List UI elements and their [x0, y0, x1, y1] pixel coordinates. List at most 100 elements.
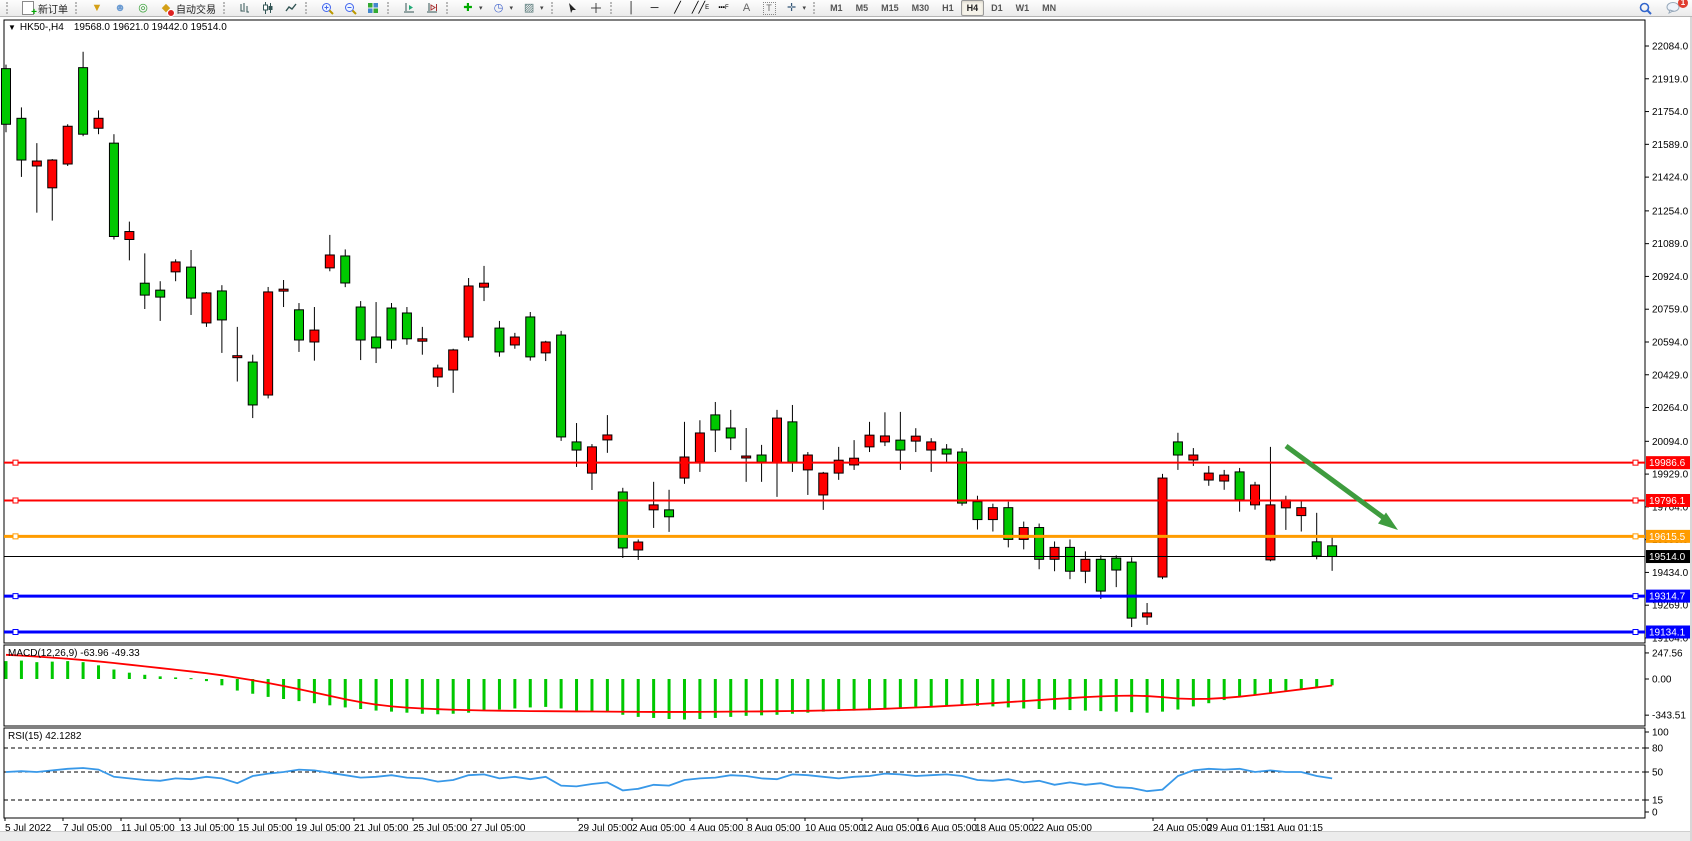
- candle-body: [417, 338, 428, 342]
- tab-timeframe-d1[interactable]: D1: [991, 3, 1003, 13]
- hline-handle[interactable]: [12, 459, 19, 466]
- templates-button[interactable]: ▨ ▾: [518, 0, 548, 17]
- arrows-button[interactable]: ✛ ▾: [781, 0, 811, 17]
- community-button[interactable]: ☻: [109, 0, 131, 17]
- toolbar-grip[interactable]: [305, 2, 311, 14]
- tab-timeframe-h4[interactable]: H4: [960, 0, 985, 16]
- price-tag: [1646, 493, 1692, 507]
- periods-button[interactable]: ◷ ▾: [488, 0, 518, 17]
- autotrading-icon: ◆: [159, 1, 175, 17]
- candle-body: [1296, 507, 1307, 517]
- indicators-button[interactable]: ✚ ▾: [457, 0, 487, 17]
- macd-histogram-bar: [1053, 679, 1057, 710]
- candle-body: [694, 432, 705, 463]
- tab-timeframe-mn[interactable]: MN: [1042, 3, 1057, 13]
- search-button[interactable]: [1634, 0, 1656, 17]
- chat-button[interactable]: 1: [1662, 0, 1688, 17]
- templates-icon: ▨: [523, 2, 535, 14]
- tab-timeframe-m30[interactable]: M30: [911, 3, 930, 13]
- time-tick-label: 7 Jul 05:00: [63, 823, 112, 834]
- macd-histogram-bar: [883, 679, 887, 709]
- macd-histogram-bar: [436, 679, 440, 715]
- toolbar-grip[interactable]: [609, 2, 616, 14]
- channel-button[interactable]: ╱╱ E: [690, 0, 712, 17]
- macd-histogram-bar: [359, 679, 363, 709]
- candle-body: [1034, 527, 1045, 560]
- toolbar-grip[interactable]: [813, 2, 819, 14]
- hline-handle[interactable]: [12, 497, 19, 504]
- candle-body: [340, 255, 351, 284]
- candle-body: [278, 288, 289, 292]
- rsi-tick-label: 0: [1652, 808, 1658, 819]
- toolbar-grip[interactable]: [550, 2, 557, 14]
- window-bottom-edge: [0, 831, 1692, 841]
- arrows-icon: ✛: [786, 2, 797, 14]
- bar-chart-button[interactable]: [234, 0, 256, 17]
- hline-handle[interactable]: [1632, 459, 1639, 466]
- text-button[interactable]: A: [736, 0, 758, 17]
- autotrading-button[interactable]: ◆ 自动交易: [155, 0, 220, 17]
- hline-handle[interactable]: [1632, 593, 1639, 600]
- hline-handle[interactable]: [12, 628, 19, 635]
- candle-body: [432, 367, 443, 378]
- hline-handle[interactable]: [12, 533, 19, 540]
- price-tick-label: 20264.0: [1652, 403, 1689, 414]
- time-tick-label: 4 Aug 05:00: [690, 823, 744, 834]
- zoom-out-icon: [343, 1, 357, 15]
- horizontal-line-button[interactable]: ─: [644, 0, 666, 17]
- time-tick-label: 18 Aug 05:00: [975, 823, 1034, 834]
- toolbar-grip[interactable]: [6, 2, 12, 14]
- toolbar-grip[interactable]: [223, 2, 229, 14]
- tab-timeframe-m15[interactable]: M15: [881, 3, 899, 13]
- macd-histogram-bar: [158, 676, 162, 679]
- candle-body: [62, 125, 73, 165]
- tile-windows-button[interactable]: [362, 0, 384, 17]
- candle-body: [232, 355, 243, 359]
- tile-windows-icon: [366, 1, 380, 15]
- hline-handle[interactable]: [12, 593, 19, 600]
- chart-shift-button[interactable]: [421, 0, 443, 17]
- toolbar-grip[interactable]: [75, 2, 81, 14]
- candle-body: [401, 312, 412, 340]
- cursor-button[interactable]: [562, 0, 584, 17]
- text-label-button[interactable]: T: [759, 0, 780, 17]
- toolbar-grip[interactable]: [387, 2, 393, 14]
- auto-scroll-button[interactable]: [398, 0, 420, 17]
- zoom-out-button[interactable]: [339, 0, 361, 17]
- macd-histogram-bar: [1161, 679, 1164, 712]
- candle-body: [463, 285, 474, 338]
- time-tick-label: 16 Aug 05:00: [918, 823, 977, 834]
- trendline-button[interactable]: ╱: [667, 0, 689, 17]
- hline-handle[interactable]: [1632, 533, 1639, 540]
- chart-collapse-caret-icon[interactable]: ▼: [8, 23, 16, 32]
- hline-handle[interactable]: [1632, 628, 1639, 635]
- line-chart-button[interactable]: [280, 0, 302, 17]
- macd-histogram-bar: [775, 679, 779, 715]
- price-tick-label: 21424.0: [1652, 173, 1689, 184]
- new-order-button[interactable]: + 新订单: [17, 0, 72, 18]
- toolbar-grip[interactable]: [446, 2, 452, 14]
- text-label-icon: T: [762, 1, 776, 15]
- signal-button[interactable]: ◎: [132, 0, 154, 17]
- zoom-in-button[interactable]: [316, 0, 338, 17]
- tab-timeframe-h1[interactable]: H1: [942, 3, 954, 13]
- candle-body: [910, 435, 921, 442]
- data-window-button[interactable]: ▼: [86, 0, 108, 17]
- hline-handle[interactable]: [1632, 497, 1639, 504]
- fibonacci-button[interactable]: ┅ F: [713, 0, 735, 17]
- tab-timeframe-m1[interactable]: M1: [830, 3, 843, 13]
- line-chart-icon: [284, 1, 298, 15]
- window-right-edge: [1690, 0, 1692, 841]
- candle-body: [679, 456, 690, 479]
- tab-timeframe-w1[interactable]: W1: [1015, 3, 1030, 13]
- crosshair-button[interactable]: [585, 0, 607, 17]
- candle-chart-button[interactable]: [257, 0, 279, 17]
- price-tag: [1646, 550, 1692, 564]
- macd-histogram-bar: [744, 679, 748, 716]
- tab-timeframe-m5[interactable]: M5: [855, 3, 869, 13]
- time-tick-label: 13 Jul 05:00: [180, 823, 235, 834]
- vertical-line-button[interactable]: │: [621, 0, 643, 17]
- candle-body: [1064, 546, 1075, 572]
- trend-arrow-annotation[interactable]: [1284, 443, 1386, 521]
